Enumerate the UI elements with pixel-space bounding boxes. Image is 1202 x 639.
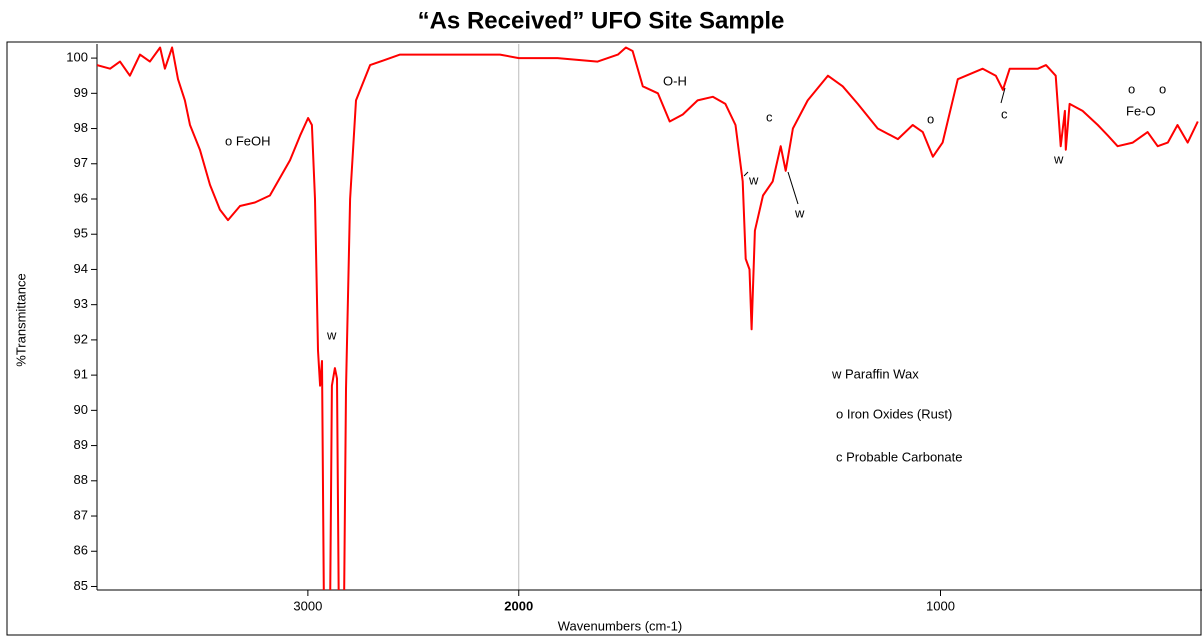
annotation: c Probable Carbonate (836, 449, 962, 464)
y-axis-label: %Transmittance (13, 273, 28, 366)
y-tick-label: 100 (66, 50, 88, 65)
y-tick-label: 90 (74, 402, 88, 417)
annotation: w (1053, 151, 1064, 166)
y-tick-label: 92 (74, 331, 88, 346)
annotation: w (326, 327, 337, 342)
y-tick-label: 97 (74, 155, 88, 170)
leader-line (743, 171, 749, 177)
x-tick-label: 2000 (504, 598, 533, 613)
annotation: c (766, 109, 773, 124)
annotation: o (927, 111, 934, 126)
annotation: c (1001, 106, 1008, 121)
annotation: o (1128, 81, 1135, 96)
annotation: w Paraffin Wax (831, 366, 919, 381)
annotation: o (1159, 81, 1166, 96)
annotation: o FeOH (225, 133, 271, 148)
y-tick-label: 96 (74, 190, 88, 205)
annotation: w (748, 172, 759, 187)
y-tick-label: 91 (74, 367, 88, 382)
annotation: Fe-O (1126, 103, 1156, 118)
chart-title: “As Received” UFO Site Sample (418, 7, 785, 34)
y-tick-label: 89 (74, 437, 88, 452)
annotation: o Iron Oxides (Rust) (836, 406, 952, 421)
y-tick-label: 87 (74, 507, 88, 522)
y-tick-label: 95 (74, 226, 88, 241)
leader-line (787, 171, 799, 205)
frame (6, 41, 1202, 636)
y-tick-label: 93 (74, 296, 88, 311)
x-tick-label: 1000 (926, 598, 955, 613)
y-tick-label: 99 (74, 85, 88, 100)
y-tick-label: 94 (74, 261, 88, 276)
y-tick-label: 86 (74, 543, 88, 558)
annotation: O-H (663, 73, 687, 88)
annotation: w (794, 205, 805, 220)
y-tick-label: 98 (74, 120, 88, 135)
leader-line (1000, 87, 1006, 104)
y-tick-label: 88 (74, 472, 88, 487)
spectrum-line (97, 46, 1199, 590)
y-tick-label: 85 (74, 578, 88, 593)
x-tick-label: 3000 (293, 598, 322, 613)
x-axis-label: Wavenumbers (cm-1) (558, 618, 682, 633)
